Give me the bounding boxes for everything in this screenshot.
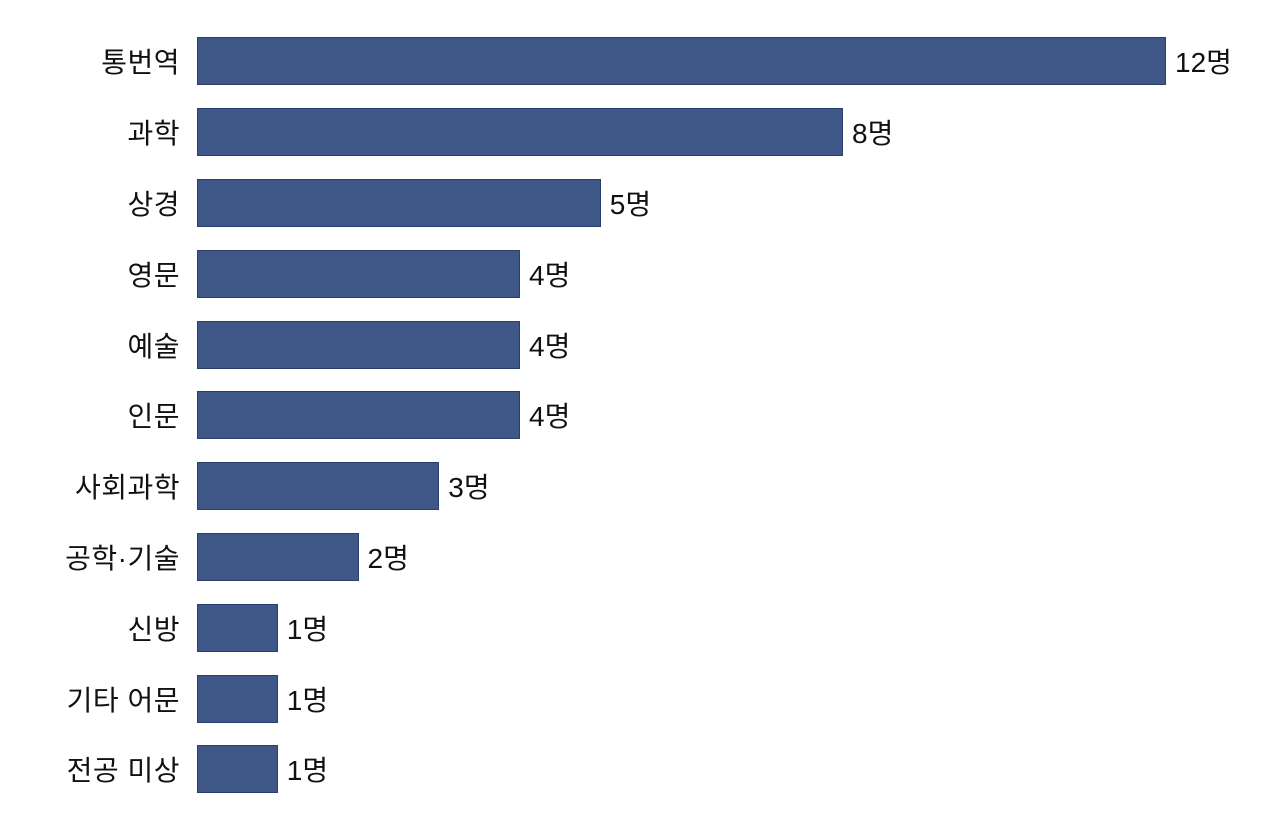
- bar: [197, 674, 278, 723]
- bar: [197, 603, 278, 652]
- chart-row: 과학 8명: [0, 97, 1280, 168]
- value-label: 3명: [448, 472, 490, 504]
- category-label: 예술: [127, 330, 180, 362]
- value-label: 4명: [529, 259, 571, 291]
- chart-row: 통번역 12명: [0, 26, 1280, 97]
- category-label: 인문: [127, 401, 180, 433]
- bar: [197, 391, 520, 440]
- chart-row: 전공 미상 1명: [0, 734, 1280, 805]
- chart-row: 예술 4명: [0, 309, 1280, 380]
- chart-row: 공학·기술 2명: [0, 522, 1280, 593]
- value-label: 2명: [367, 542, 409, 574]
- chart-row: 상경 5명: [0, 168, 1280, 239]
- chart-row: 신방 1명: [0, 592, 1280, 663]
- category-label: 통번역: [101, 47, 180, 79]
- bar: [197, 320, 520, 369]
- value-label: 4명: [529, 401, 571, 433]
- value-label: 4명: [529, 330, 571, 362]
- chart-row: 인문 4명: [0, 380, 1280, 451]
- chart-row: 사회과학 3명: [0, 451, 1280, 522]
- category-label: 과학: [127, 118, 180, 150]
- category-label: 영문: [127, 259, 180, 291]
- category-label: 공학·기술: [65, 542, 180, 574]
- category-label: 신방: [127, 613, 180, 645]
- bar: [197, 249, 520, 298]
- value-label: 12명: [1175, 47, 1232, 79]
- bar: [197, 532, 359, 581]
- value-label: 1명: [286, 684, 329, 716]
- value-label: 1명: [286, 613, 329, 645]
- value-label: 1명: [286, 755, 329, 787]
- bar: [197, 462, 440, 511]
- category-label: 상경: [127, 188, 180, 220]
- value-label: 5명: [609, 188, 652, 220]
- bar: [197, 37, 1166, 86]
- category-label: 전공 미상: [66, 755, 180, 787]
- bar: [197, 178, 601, 227]
- chart-row: 기타 어문 1명: [0, 663, 1280, 734]
- bar: [197, 745, 278, 794]
- value-label: 8명: [852, 118, 894, 150]
- bar: [197, 108, 843, 157]
- chart-row: 영문 4명: [0, 238, 1280, 309]
- category-label: 사회과학: [74, 472, 180, 504]
- category-label: 기타 어문: [66, 684, 180, 716]
